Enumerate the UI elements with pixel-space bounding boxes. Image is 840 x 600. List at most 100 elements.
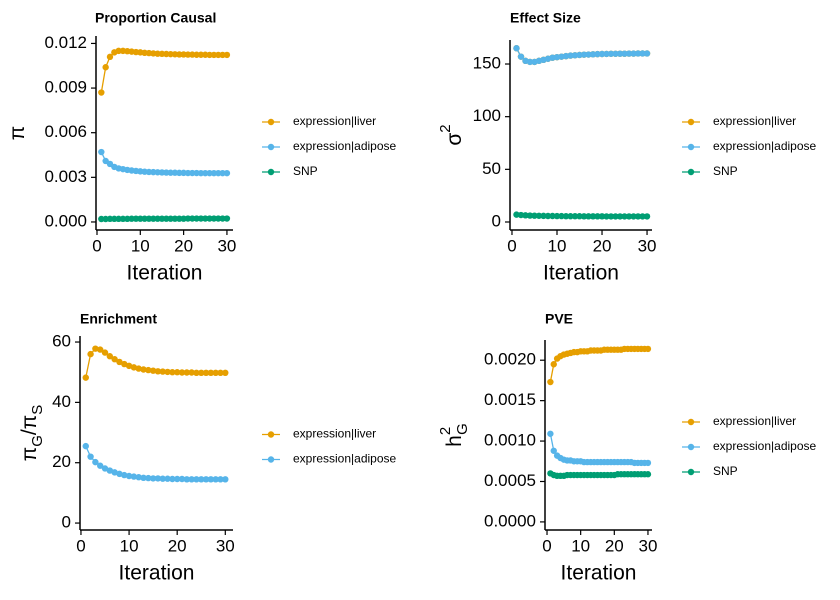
data-point [98, 148, 105, 156]
data-point [612, 50, 619, 57]
data-point [169, 475, 176, 483]
x-tick-label: 20 [605, 536, 624, 555]
panel: Effect Size 0 50 100 150 0 10 20 30 Iteration σ2 ex… [437, 10, 816, 285]
legend-dot [687, 143, 695, 151]
panel-title: Proportion Causal [95, 10, 216, 26]
data-point [87, 350, 94, 358]
data-point [522, 212, 529, 219]
data-point [223, 51, 231, 59]
data-point [580, 51, 588, 58]
y-axis-label: h2G [437, 423, 471, 447]
data-point [550, 361, 557, 368]
y-tick-label: 0.003 [44, 167, 87, 186]
data-point [585, 51, 592, 58]
data-point [183, 369, 191, 376]
data-point [621, 50, 628, 57]
y-label-part: π [18, 447, 41, 462]
x-tick-label: 10 [120, 536, 139, 555]
y-label-part: π [6, 126, 29, 141]
data-point [98, 89, 105, 96]
data-point [526, 212, 534, 219]
data-point [140, 474, 147, 482]
data-point [106, 53, 114, 61]
y-tick-label: 0.012 [44, 33, 87, 52]
data-point [547, 378, 554, 386]
x-tick-label: 10 [131, 236, 150, 255]
y-tick-label: 0.009 [44, 78, 87, 97]
data-point [644, 459, 652, 467]
data-point [585, 213, 592, 220]
data-point [612, 213, 619, 220]
data-point [513, 45, 520, 52]
data-point [92, 458, 99, 466]
legend-dot [267, 168, 275, 176]
legend-dot [687, 418, 695, 426]
y-axis-label: π [6, 126, 29, 141]
data-point [198, 369, 205, 377]
data-point [550, 447, 557, 454]
data-point [634, 213, 642, 220]
legend-label: SNP [713, 464, 738, 478]
data-point [193, 369, 200, 377]
legend-dot [267, 431, 275, 438]
data-point [116, 470, 123, 478]
legend-dot [267, 143, 275, 151]
data-point [222, 369, 229, 377]
data-point [178, 475, 186, 483]
data-point [531, 212, 538, 219]
legend-dot [687, 443, 695, 451]
data-point [140, 366, 147, 373]
data-point [135, 365, 142, 372]
legend-label: SNP [293, 164, 318, 178]
y-tick-label: 0 [62, 513, 71, 532]
x-tick-label: 20 [174, 236, 193, 255]
data-point [135, 474, 142, 481]
data-point [92, 345, 99, 352]
x-tick-label: 0 [542, 536, 551, 555]
y-label-part: G [454, 423, 471, 435]
data-point [562, 213, 570, 220]
legend-label: expression|liver [293, 114, 376, 128]
data-point [625, 213, 633, 220]
data-point [202, 476, 210, 483]
data-point [125, 362, 133, 370]
y-tick-label: 0 [492, 211, 501, 230]
data-point [616, 213, 624, 220]
data-point [639, 50, 646, 57]
data-point [183, 476, 191, 483]
data-point [149, 475, 157, 482]
data-point [164, 368, 171, 376]
x-tick-label: 30 [638, 236, 657, 255]
data-point [198, 476, 205, 483]
data-point [594, 50, 601, 58]
data-point [222, 476, 229, 483]
data-point [97, 346, 104, 353]
panel-title: Enrichment [80, 311, 157, 327]
data-point [580, 213, 588, 220]
data-point [639, 213, 646, 220]
data-point [217, 476, 224, 483]
y-label-part: S [29, 405, 46, 415]
y-tick-label: 20 [52, 452, 71, 471]
y-tick-label: 100 [473, 106, 501, 125]
data-point [212, 476, 219, 483]
y-label-part: 2 [437, 427, 454, 435]
data-point [130, 473, 138, 480]
x-tick-label: 10 [571, 536, 590, 555]
panel-title: Effect Size [510, 10, 581, 26]
data-point [101, 465, 109, 472]
x-axis-label: Iteration [119, 562, 195, 585]
data-point [82, 374, 89, 381]
data-point [644, 345, 652, 353]
y-tick-label: 0.000 [44, 211, 87, 230]
legend-label: expression|adipose [293, 139, 397, 153]
data-point [217, 369, 224, 377]
data-point [644, 471, 652, 478]
data-point [594, 213, 601, 220]
data-point [193, 476, 200, 483]
y-tick-label: 0.0000 [484, 511, 536, 530]
data-point [540, 212, 547, 220]
data-point [130, 364, 138, 371]
x-tick-label: 10 [548, 236, 567, 255]
